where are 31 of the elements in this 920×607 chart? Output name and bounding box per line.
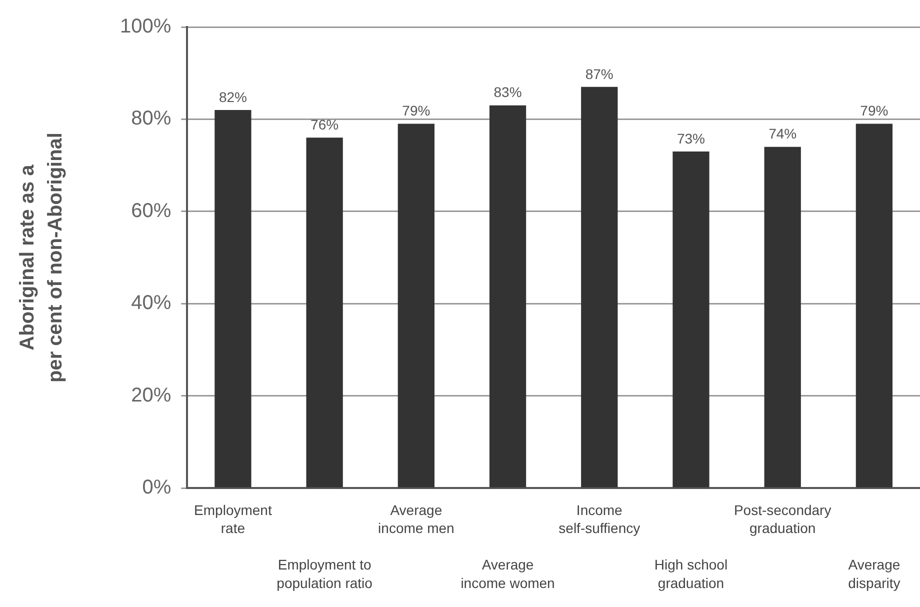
y-axis-title: Aboriginal rate as a per cent of non-Aboriginal [16, 132, 67, 382]
bar [764, 146, 801, 488]
y-tick-label: 0% [142, 476, 172, 499]
y-tick-label: 100% [120, 16, 172, 38]
y-tick-label: 40% [131, 292, 172, 314]
bar [489, 105, 526, 488]
y-tick-label: 20% [131, 384, 172, 406]
bar [672, 151, 710, 488]
bar [398, 124, 434, 488]
x-tick-label: Average income women [460, 556, 555, 591]
x-tick-label: Average disparity [848, 556, 900, 591]
data-label: 82% [218, 88, 247, 105]
data-label: 76% [310, 116, 339, 132]
y-tick-label: 60% [131, 200, 172, 222]
data-label: 79% [402, 102, 430, 119]
bar [306, 138, 343, 488]
y-tick-label: 80% [131, 108, 172, 130]
bar [856, 124, 893, 488]
x-tick-label: Employment rate [194, 502, 272, 536]
x-tick-label: Employment to population ratio [276, 556, 373, 591]
data-label: 74% [768, 126, 797, 142]
bar [581, 86, 618, 488]
x-tick-label: Average income men [378, 502, 454, 536]
bar [214, 110, 252, 488]
x-tick-label: High school graduation [654, 556, 728, 591]
data-label: 87% [585, 66, 614, 82]
x-tick-label: Post-secondary graduation [734, 502, 832, 536]
data-label: 79% [860, 102, 888, 119]
data-label: 83% [494, 84, 522, 100]
data-label: 73% [676, 130, 705, 146]
x-tick-label: Income self-suffiency [558, 502, 640, 536]
